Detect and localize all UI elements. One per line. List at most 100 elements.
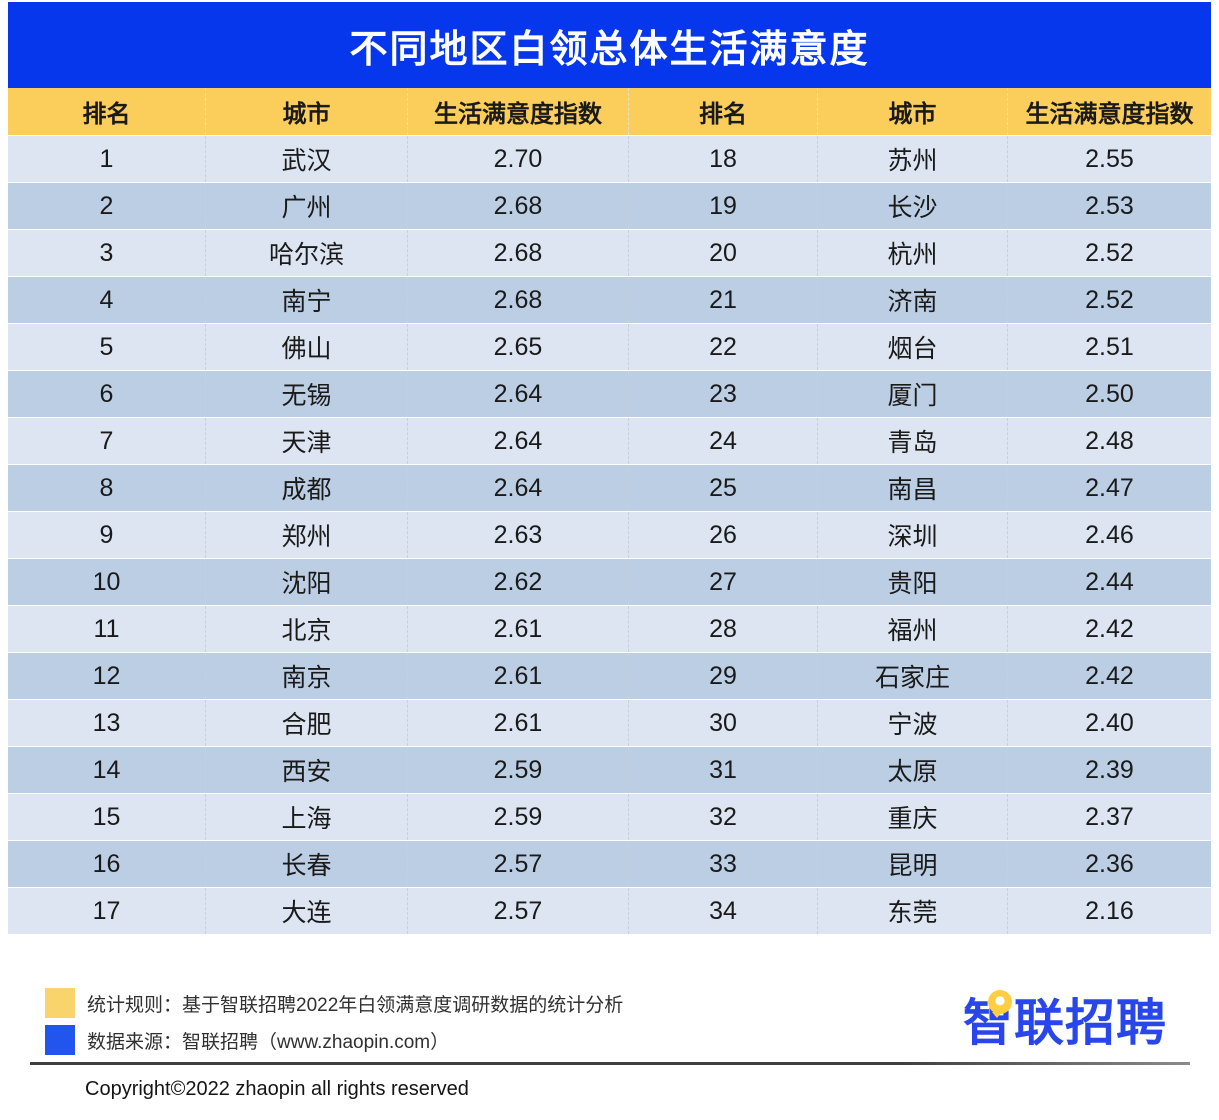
page-title: 不同地区白领总体生活满意度 [8, 2, 1211, 88]
rank-cell: 21 [628, 277, 817, 323]
column-header-rank-left: 排名 [8, 88, 205, 135]
index-cell: 2.36 [1007, 841, 1211, 887]
index-cell: 2.39 [1007, 747, 1211, 793]
rank-cell: 29 [628, 653, 817, 699]
city-cell: 南昌 [817, 465, 1007, 511]
index-cell: 2.52 [1007, 277, 1211, 323]
index-cell: 2.65 [407, 324, 628, 370]
city-cell: 哈尔滨 [205, 230, 407, 276]
city-cell: 长沙 [817, 183, 1007, 229]
table-row: 17 大连 2.57 34 东莞 2.16 [8, 887, 1211, 934]
rank-cell: 33 [628, 841, 817, 887]
city-cell: 上海 [205, 794, 407, 840]
rank-cell: 4 [8, 277, 205, 323]
rank-cell: 23 [628, 371, 817, 417]
city-cell: 长春 [205, 841, 407, 887]
table-row: 5 佛山 2.65 22 烟台 2.51 [8, 323, 1211, 370]
rank-cell: 5 [8, 324, 205, 370]
index-cell: 2.42 [1007, 653, 1211, 699]
stat-rule-text: 统计规则：基于智联招聘2022年白领满意度调研数据的统计分析 [87, 994, 624, 1016]
table-body: 1 武汉 2.70 18 苏州 2.55 2 广州 2.68 19 长沙 2.53 3 哈尔滨 2.68 20… [8, 135, 1211, 934]
index-cell: 2.37 [1007, 794, 1211, 840]
index-cell: 2.50 [1007, 371, 1211, 417]
index-cell: 2.48 [1007, 418, 1211, 464]
rank-cell: 18 [628, 136, 817, 182]
table-row: 4 南宁 2.68 21 济南 2.52 [8, 276, 1211, 323]
city-cell: 南宁 [205, 277, 407, 323]
column-header-rank-right: 排名 [628, 88, 817, 135]
rank-cell: 34 [628, 888, 817, 934]
city-cell: 太原 [817, 747, 1007, 793]
table-row: 8 成都 2.64 25 南昌 2.47 [8, 464, 1211, 511]
city-cell: 南京 [205, 653, 407, 699]
copyright-text: Copyright©2022 zhaopin all rights reserv… [85, 1078, 469, 1100]
rank-cell: 13 [8, 700, 205, 746]
rank-cell: 20 [628, 230, 817, 276]
city-cell: 沈阳 [205, 559, 407, 605]
index-cell: 2.62 [407, 559, 628, 605]
rank-cell: 22 [628, 324, 817, 370]
rank-cell: 14 [8, 747, 205, 793]
city-cell: 济南 [817, 277, 1007, 323]
index-cell: 2.68 [407, 230, 628, 276]
table-row: 7 天津 2.64 24 青岛 2.48 [8, 417, 1211, 464]
city-cell: 石家庄 [817, 653, 1007, 699]
index-cell: 2.40 [1007, 700, 1211, 746]
rank-cell: 19 [628, 183, 817, 229]
table-row: 14 西安 2.59 31 太原 2.39 [8, 746, 1211, 793]
index-cell: 2.61 [407, 700, 628, 746]
rank-cell: 12 [8, 653, 205, 699]
zhaopin-logo: 智联招聘 [963, 983, 1193, 1051]
rank-cell: 25 [628, 465, 817, 511]
city-cell: 重庆 [817, 794, 1007, 840]
rank-cell: 31 [628, 747, 817, 793]
index-cell: 2.57 [407, 888, 628, 934]
city-cell: 青岛 [817, 418, 1007, 464]
index-cell: 2.64 [407, 465, 628, 511]
table-row: 10 沈阳 2.62 27 贵阳 2.44 [8, 558, 1211, 605]
data-source-row: 数据来源：智联招聘（www.zhaopin.com） [45, 1025, 623, 1055]
city-cell: 厦门 [817, 371, 1007, 417]
zhaopin-bubble-icon [988, 990, 1012, 1018]
rank-cell: 17 [8, 888, 205, 934]
city-cell: 北京 [205, 606, 407, 652]
city-cell: 武汉 [205, 136, 407, 182]
city-cell: 东莞 [817, 888, 1007, 934]
rank-cell: 16 [8, 841, 205, 887]
city-cell: 苏州 [817, 136, 1007, 182]
index-cell: 2.68 [407, 183, 628, 229]
city-cell: 昆明 [817, 841, 1007, 887]
rank-cell: 9 [8, 512, 205, 558]
table-row: 13 合肥 2.61 30 宁波 2.40 [8, 699, 1211, 746]
rank-cell: 2 [8, 183, 205, 229]
rank-cell: 1 [8, 136, 205, 182]
table-row: 6 无锡 2.64 23 厦门 2.50 [8, 370, 1211, 417]
index-cell: 2.57 [407, 841, 628, 887]
index-cell: 2.68 [407, 277, 628, 323]
city-cell: 成都 [205, 465, 407, 511]
city-cell: 福州 [817, 606, 1007, 652]
rank-cell: 26 [628, 512, 817, 558]
rank-cell: 7 [8, 418, 205, 464]
index-cell: 2.70 [407, 136, 628, 182]
city-cell: 合肥 [205, 700, 407, 746]
index-cell: 2.64 [407, 418, 628, 464]
rank-cell: 27 [628, 559, 817, 605]
city-cell: 贵阳 [817, 559, 1007, 605]
column-header-index-right: 生活满意度指数 [1007, 88, 1211, 135]
city-cell: 烟台 [817, 324, 1007, 370]
city-cell: 深圳 [817, 512, 1007, 558]
table-row: 2 广州 2.68 19 长沙 2.53 [8, 182, 1211, 229]
stat-rule-row: 统计规则：基于智联招聘2022年白领满意度调研数据的统计分析 [45, 988, 623, 1018]
index-cell: 2.51 [1007, 324, 1211, 370]
table-header-row: 排名 城市 生活满意度指数 排名 城市 生活满意度指数 [8, 88, 1211, 135]
table-row: 9 郑州 2.63 26 深圳 2.46 [8, 511, 1211, 558]
city-cell: 佛山 [205, 324, 407, 370]
table-row: 12 南京 2.61 29 石家庄 2.42 [8, 652, 1211, 699]
footer-legend: 统计规则：基于智联招聘2022年白领满意度调研数据的统计分析 数据来源：智联招聘… [45, 988, 623, 1062]
rank-cell: 8 [8, 465, 205, 511]
column-header-city-right: 城市 [817, 88, 1007, 135]
rank-cell: 30 [628, 700, 817, 746]
city-cell: 杭州 [817, 230, 1007, 276]
